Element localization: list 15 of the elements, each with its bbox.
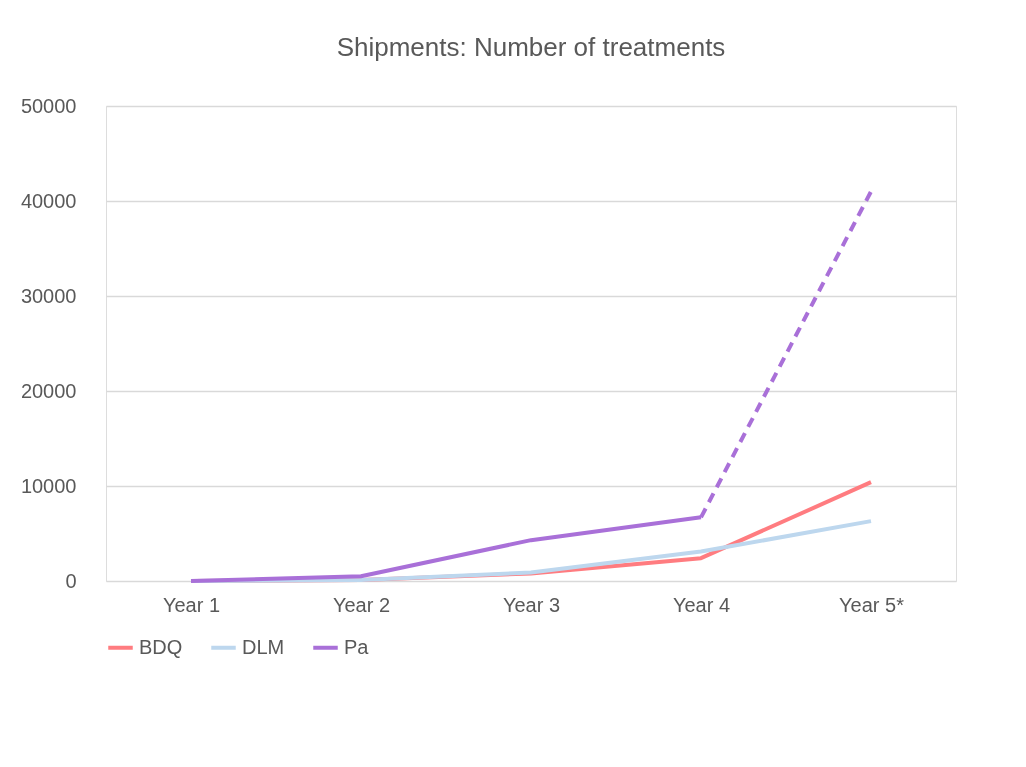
legend-label: BDQ bbox=[139, 635, 183, 658]
x-tick-label: Year 3 bbox=[502, 593, 561, 616]
x-tick-label: Year 2 bbox=[332, 593, 391, 616]
x-tick-label: Year 1 bbox=[162, 593, 221, 616]
y-tick-label: 0 bbox=[65, 569, 77, 592]
chart-title: Shipments: Number of treatments bbox=[336, 32, 726, 62]
y-tick-label: 10000 bbox=[20, 474, 77, 497]
legend-label: Pa bbox=[344, 635, 370, 658]
x-tick-label: Year 5* bbox=[839, 593, 905, 616]
y-tick-label: 40000 bbox=[20, 189, 77, 212]
y-tick-label: 20000 bbox=[20, 379, 77, 402]
y-tick-label: 30000 bbox=[20, 284, 77, 307]
legend-label: DLM bbox=[242, 635, 285, 658]
y-tick-label: 50000 bbox=[20, 94, 77, 117]
x-tick-label: Year 4 bbox=[672, 593, 731, 616]
